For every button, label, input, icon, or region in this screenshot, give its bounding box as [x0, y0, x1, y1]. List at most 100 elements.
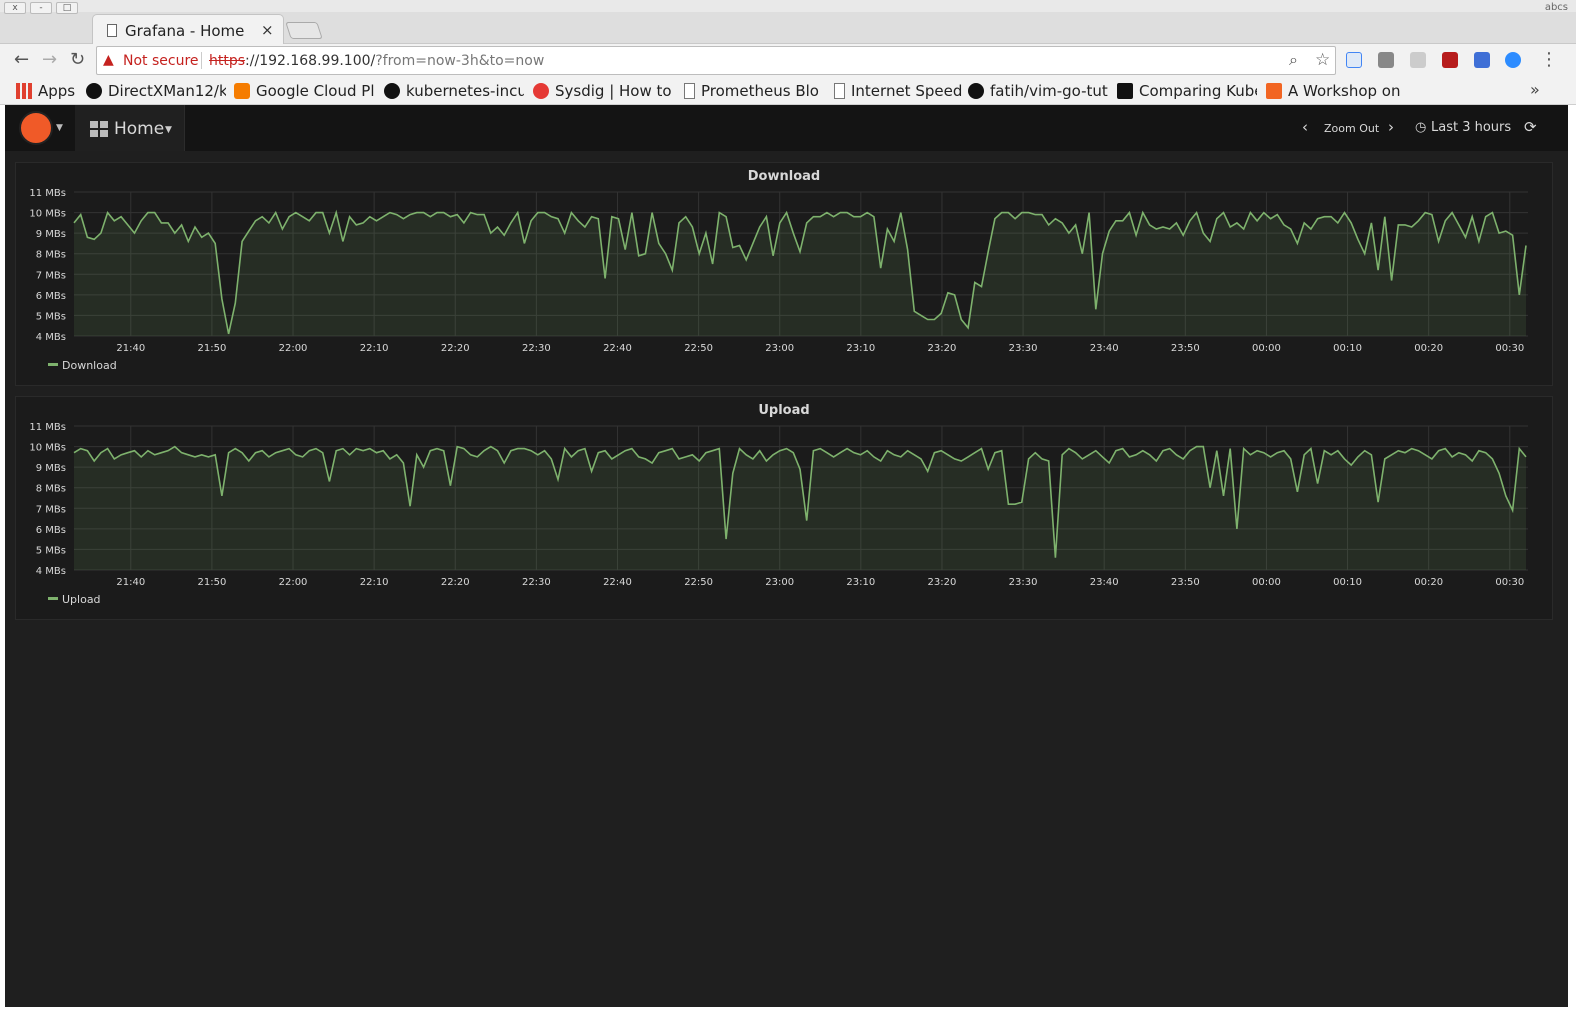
chevron-left-icon[interactable]: ‹ — [1302, 118, 1308, 136]
x-tick-label: 00:20 — [1414, 343, 1443, 354]
bookmarks-overflow-icon[interactable]: » — [1530, 80, 1540, 99]
x-tick-label: 21:40 — [116, 577, 145, 588]
tab-close-icon[interactable]: × — [261, 21, 274, 39]
bookmark-item[interactable]: kubernetes-incu — [384, 82, 524, 102]
x-tick-label: 22:10 — [360, 343, 389, 354]
caret-down-icon: ▼ — [165, 125, 172, 135]
bookmark-item[interactable]: A Workshop on L — [1266, 82, 1406, 102]
titlebar — [0, 0, 1576, 12]
ycombinator-icon — [1266, 83, 1282, 99]
browser-tab-active[interactable]: Grafana - Home × — [92, 14, 284, 45]
bookmark-apps[interactable]: Apps — [16, 82, 75, 102]
url-text[interactable]: https://192.168.99.100/?from=now-3h&to=n… — [209, 53, 544, 69]
x-tick-label: 23:00 — [765, 577, 794, 588]
y-tick-label: 8 MBs — [36, 484, 66, 495]
extension-phone-icon[interactable] — [1346, 52, 1362, 68]
y-tick-label: 11 MBs — [29, 422, 66, 433]
new-tab-button[interactable] — [285, 22, 323, 39]
blogger-icon — [234, 83, 250, 99]
browser-tab-strip: x - □ abcs Grafana - Home × — [0, 0, 1576, 45]
dashboard-picker[interactable]: Home ▼ — [75, 105, 185, 151]
zoom-out-button[interactable]: Zoom Out — [1324, 122, 1380, 135]
reload-icon[interactable]: ↻ — [70, 49, 86, 70]
url-scheme: https — [209, 53, 246, 69]
y-tick-label: 5 MBs — [36, 311, 66, 322]
page-icon — [834, 83, 845, 99]
zoom-meeting-icon[interactable] — [1505, 52, 1521, 68]
series-line — [73, 209, 1527, 335]
window-close-button[interactable]: x — [4, 2, 26, 14]
y-tick-label: 9 MBs — [36, 463, 66, 474]
forward-arrow-icon[interactable]: → — [42, 49, 58, 70]
bookmark-item[interactable]: Prometheus Blo — [684, 82, 819, 102]
x-tick-label: 00:20 — [1414, 577, 1443, 588]
tab-title: Grafana - Home — [125, 22, 245, 40]
x-tick-label: 22:20 — [441, 577, 470, 588]
grafana-logo-icon[interactable] — [19, 111, 53, 145]
bookmark-item[interactable]: Google Cloud Pla — [234, 82, 374, 102]
browser-menu-icon[interactable]: ⋮ — [1540, 49, 1558, 70]
bookmarks-bar: Apps DirectXMan12/k Google Cloud Pla kub… — [0, 77, 1576, 105]
bookmark-item[interactable]: Sysdig | How to r — [533, 82, 673, 102]
x-tick-label: 00:10 — [1333, 577, 1362, 588]
y-tick-label: 7 MBs — [36, 270, 66, 281]
bookmark-item[interactable]: Internet Speed — [834, 82, 962, 102]
warning-triangle-icon: ▲ — [103, 52, 114, 68]
bookmark-star-icon[interactable]: ☆ — [1315, 50, 1331, 70]
back-arrow-icon[interactable]: ← — [14, 49, 30, 70]
x-tick-label: 22:20 — [441, 343, 470, 354]
x-tick-label: 22:00 — [279, 343, 308, 354]
y-tick-label: 8 MBs — [36, 250, 66, 261]
x-tick-label: 21:50 — [197, 343, 226, 354]
window-maximize-button[interactable]: □ — [56, 2, 78, 14]
upload-chart[interactable]: 11 MBs 10 MBs 9 MBs 8 MBs 7 MBs 6 MBs 5 MBs 4 M… — [16, 397, 1554, 621]
x-tick-label: 22:50 — [684, 343, 713, 354]
download-chart[interactable]: 11 MBs 10 MBs 9 MBs 8 MBs 7 MBs 6 MBs 5 MBs 4 M… — [16, 163, 1554, 387]
security-status[interactable]: Not secure — [123, 53, 199, 69]
y-tick-label: 10 MBs — [29, 443, 66, 454]
y-tick-label: 9 MBs — [36, 229, 66, 240]
time-range-picker[interactable]: Last 3 hours — [1431, 120, 1512, 135]
y-tick-label: 4 MBs — [36, 332, 66, 343]
extension-grey-icon[interactable] — [1410, 52, 1426, 68]
address-bar[interactable]: ▲ Not secure https://192.168.99.100/?fro… — [96, 46, 1336, 75]
legend-swatch — [48, 597, 58, 600]
x-tick-label: 23:10 — [846, 343, 875, 354]
download-panel: Download 11 MBs 10 MBs 9 MBs 8 MBs 7 MBs 6 MB… — [15, 162, 1553, 386]
extension-chat-icon[interactable] — [1474, 52, 1490, 68]
dashboard-grid-icon — [90, 121, 108, 137]
x-tick-label: 23:20 — [928, 343, 957, 354]
url-query: ?from=now-3h&to=now — [375, 53, 545, 69]
caret-down-icon[interactable]: ▼ — [56, 123, 63, 133]
zoom-magnifier-icon[interactable]: ⌕ — [1289, 50, 1298, 69]
x-tick-label: 00:00 — [1252, 577, 1281, 588]
legend-item[interactable]: Upload — [48, 593, 101, 606]
x-tick-label: 00:30 — [1495, 577, 1524, 588]
bookmark-item[interactable]: fatih/vim-go-tut — [968, 82, 1108, 102]
upload-panel: Upload 11 MBs 10 MBs 9 MBs 8 MBs 7 MBs 6 MBs 5… — [15, 396, 1553, 620]
legend-item[interactable]: Download — [48, 359, 117, 372]
bookmark-item[interactable]: DirectXMan12/k — [86, 82, 226, 102]
extension-satellite-icon[interactable] — [1378, 52, 1394, 68]
page-icon — [107, 24, 117, 37]
x-tick-label: 23:40 — [1090, 343, 1119, 354]
ublock-icon[interactable] — [1442, 52, 1458, 68]
x-tick-label: 22:50 — [684, 577, 713, 588]
y-tick-label: 6 MBs — [36, 291, 66, 302]
refresh-icon[interactable]: ⟳ — [1524, 118, 1537, 136]
x-tick-label: 00:10 — [1333, 343, 1362, 354]
x-tick-label: 23:30 — [1009, 343, 1038, 354]
dashboard-title: Home — [114, 119, 165, 139]
window-minimize-button[interactable]: - — [30, 2, 52, 14]
chevron-right-icon[interactable]: › — [1388, 118, 1394, 136]
panel-title[interactable]: Download — [747, 169, 821, 184]
omnibox-divider — [201, 52, 202, 69]
y-tick-label: 5 MBs — [36, 545, 66, 556]
x-tick-label: 22:30 — [522, 343, 551, 354]
x-tick-label: 22:40 — [603, 577, 632, 588]
x-tick-label: 22:00 — [279, 577, 308, 588]
x-tick-label: 23:00 — [765, 343, 794, 354]
bookmark-item[interactable]: Comparing Kube — [1117, 82, 1257, 102]
x-tick-label: 22:30 — [522, 577, 551, 588]
panel-title[interactable]: Upload — [758, 403, 810, 418]
